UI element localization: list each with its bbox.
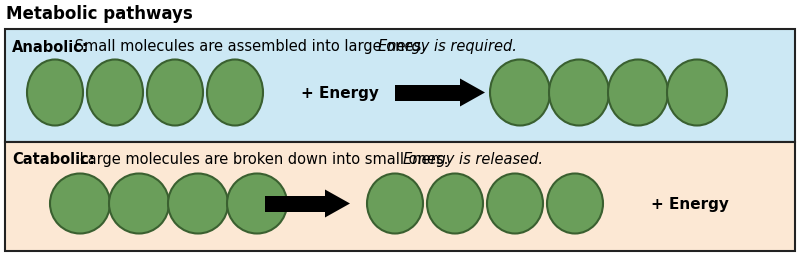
Bar (395, 85, 460, 101)
Text: Energy is required.: Energy is required. (378, 39, 517, 54)
Ellipse shape (549, 60, 609, 126)
Text: + Energy: + Energy (301, 86, 379, 101)
Ellipse shape (168, 174, 228, 234)
Bar (5, 142, 795, 251)
Ellipse shape (50, 174, 110, 234)
Ellipse shape (87, 60, 143, 126)
Ellipse shape (227, 174, 287, 234)
Ellipse shape (608, 60, 668, 126)
Text: Energy is released.: Energy is released. (403, 152, 543, 167)
Text: Small molecules are assembled into large ones.: Small molecules are assembled into large… (70, 39, 430, 54)
Ellipse shape (27, 60, 83, 126)
Ellipse shape (547, 174, 603, 234)
Text: Metabolic pathways: Metabolic pathways (6, 5, 193, 23)
Text: Large molecules are broken down into small ones.: Large molecules are broken down into sma… (75, 152, 453, 167)
Ellipse shape (207, 60, 263, 126)
Bar (5, 30, 795, 142)
Text: Anabolic:: Anabolic: (12, 39, 89, 54)
Text: + Energy: + Energy (651, 196, 729, 211)
Ellipse shape (109, 174, 169, 234)
Ellipse shape (147, 60, 203, 126)
Bar (265, 196, 325, 212)
Ellipse shape (427, 174, 483, 234)
Ellipse shape (667, 60, 727, 126)
Ellipse shape (490, 60, 550, 126)
Polygon shape (325, 190, 350, 218)
Ellipse shape (367, 174, 423, 234)
Text: Catabolic:: Catabolic: (12, 152, 94, 167)
Polygon shape (460, 79, 485, 107)
Ellipse shape (487, 174, 543, 234)
